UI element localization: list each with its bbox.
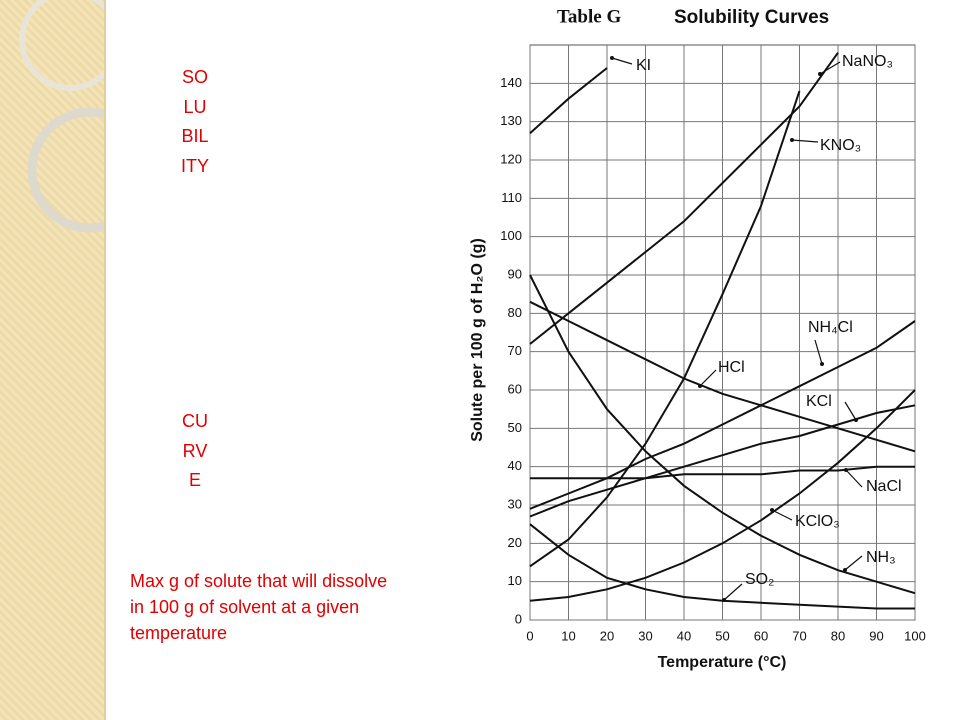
x-tick-label: 10 [561, 628, 575, 643]
label-arrow [771, 509, 793, 521]
x-tick-label: 60 [754, 628, 768, 643]
arrow-head [843, 568, 847, 572]
series-line [530, 465, 915, 480]
y-tick-label: 110 [501, 190, 522, 205]
y-tick-label: 70 [508, 343, 522, 358]
series-line [529, 404, 916, 518]
y-tick-label: 90 [508, 266, 522, 281]
y-tick-label: 100 [500, 228, 522, 243]
y-tick-label: 30 [508, 496, 522, 511]
x-tick-label: 40 [677, 628, 691, 643]
arrow-head [854, 418, 858, 422]
arrow-head [770, 508, 774, 512]
ring [19, 0, 104, 91]
series-label: KCl [806, 393, 832, 410]
x-tick-label: 80 [831, 628, 845, 643]
description: Max g of solute that will dissolve in 10… [130, 571, 388, 643]
label-arrow [814, 339, 823, 365]
label-arrow [791, 139, 819, 143]
y-tick-label: 80 [508, 305, 522, 320]
decor-strip [0, 0, 106, 720]
series-label: HCl [718, 359, 745, 376]
label-arrow [723, 583, 743, 601]
y-tick-label: 0 [515, 611, 522, 626]
series-line [529, 274, 916, 595]
chart-title: Solubility Curves [674, 7, 829, 28]
series-label: KClO₃ [795, 513, 840, 530]
label-arrow [611, 57, 633, 65]
y-axis-label: Solute per 100 g of H₂O (g) [469, 238, 486, 442]
y-tick-label: 10 [508, 573, 522, 588]
arrow-head [820, 362, 824, 366]
label-arrow [819, 61, 841, 75]
series-label: NH₃ [866, 549, 896, 566]
series-line [529, 300, 916, 453]
arrow-head [722, 598, 726, 602]
y-tick-label: 50 [508, 420, 522, 435]
arrow-head [698, 384, 702, 388]
label-arrow [699, 369, 717, 387]
side-title: CURVE [182, 411, 208, 490]
series-line [529, 320, 916, 510]
y-tick-label: 120 [500, 151, 522, 166]
series-label: KI [636, 57, 651, 74]
series-line [529, 52, 839, 345]
arrow-head [818, 72, 822, 76]
series-label: KNO₃ [820, 137, 861, 154]
x-tick-label: 100 [904, 628, 926, 643]
arrow-head [844, 468, 848, 472]
label-arrow [844, 401, 857, 421]
series-label: NH₄Cl [808, 319, 853, 336]
table-label: Table G [557, 6, 621, 27]
label-arrow [844, 555, 863, 571]
series-line [529, 90, 801, 568]
x-tick-label: 30 [638, 628, 652, 643]
arrow-head [610, 56, 614, 60]
decor-rings [19, 0, 104, 233]
y-tick-label: 140 [500, 75, 522, 90]
label-arrow [845, 469, 863, 488]
ring [27, 107, 104, 233]
x-tick-label: 90 [869, 628, 883, 643]
arrow-head [790, 138, 794, 142]
x-tick-label: 20 [600, 628, 614, 643]
x-tick-label: 50 [715, 628, 729, 643]
side-title: SOLUBILITY [180, 67, 209, 176]
series-label: SO₂ [745, 571, 774, 588]
series-line [529, 67, 608, 134]
series-line [529, 389, 916, 602]
x-tick-label: 70 [792, 628, 806, 643]
y-tick-label: 130 [500, 113, 522, 128]
y-tick-label: 20 [508, 535, 522, 550]
y-tick-label: 60 [508, 381, 522, 396]
series-label: NaNO₃ [842, 53, 893, 70]
series-label: NaCl [866, 478, 902, 495]
y-tick-label: 40 [508, 458, 522, 473]
x-tick-label: 0 [526, 628, 533, 643]
x-axis-label: Temperature (°C) [658, 654, 787, 671]
